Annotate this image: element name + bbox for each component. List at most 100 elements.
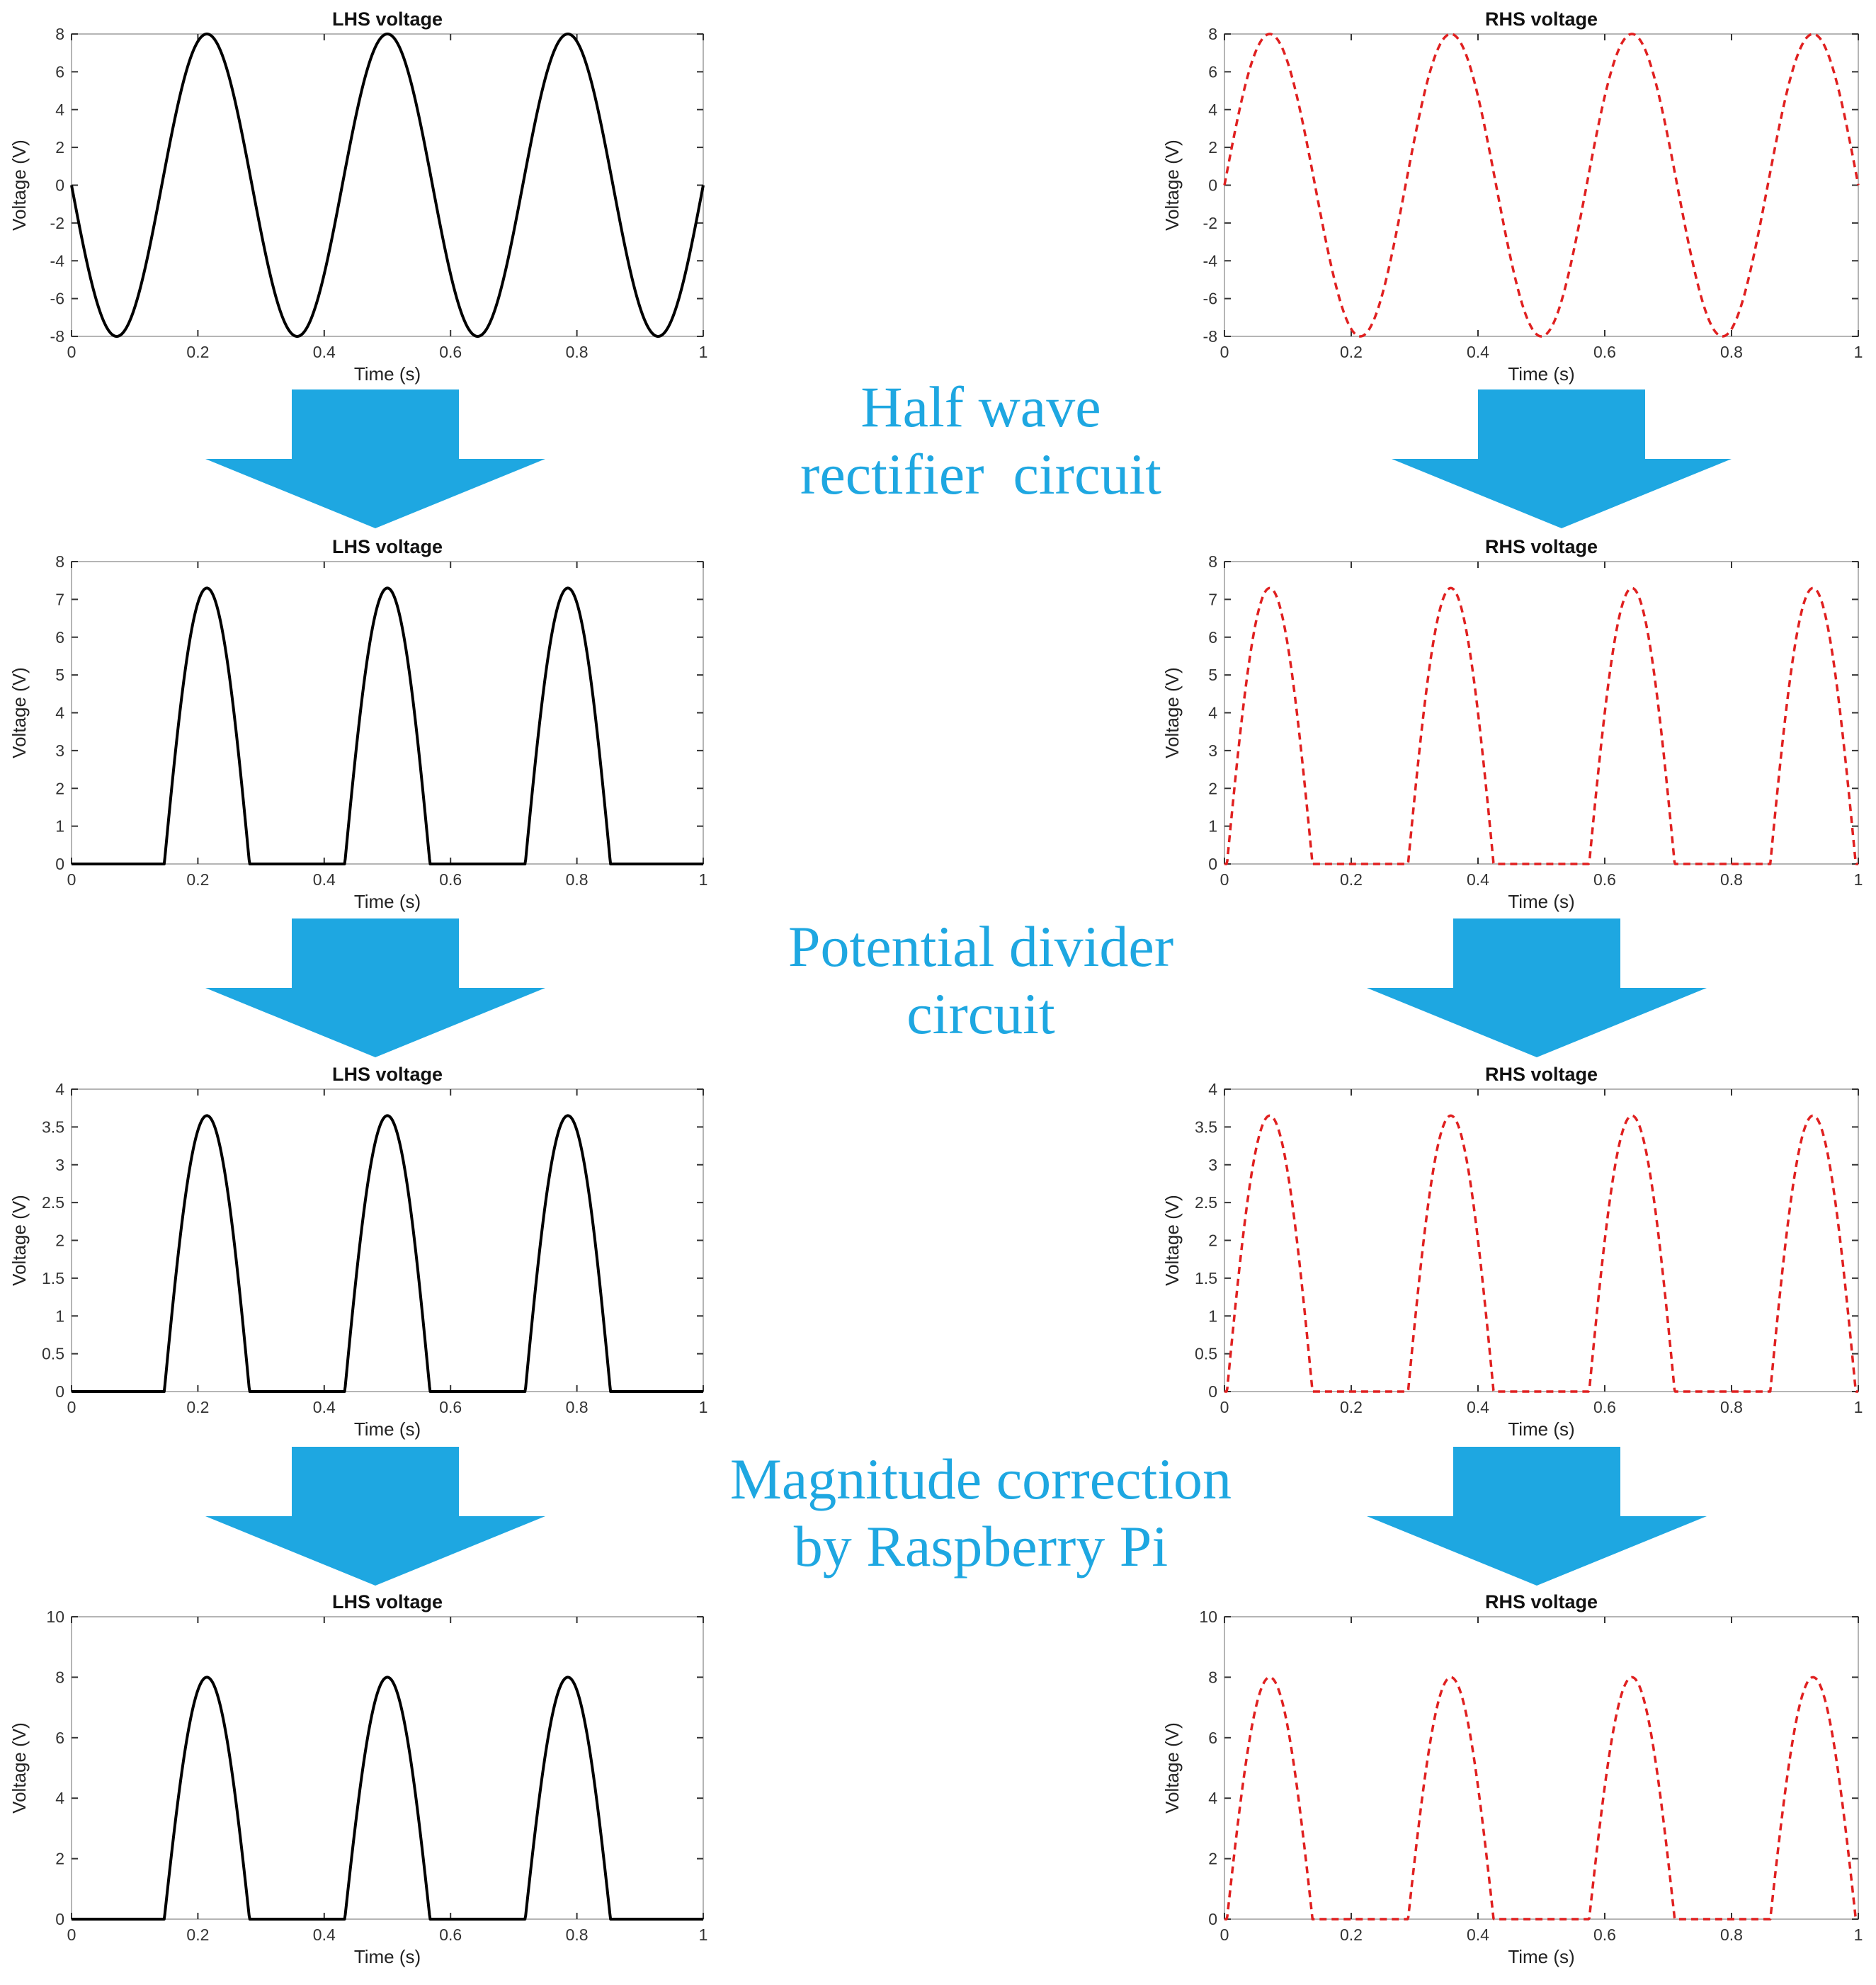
y-tick-label: 8 <box>1208 1668 1217 1686</box>
x-axis-label: Time (s) <box>354 891 421 912</box>
plot-frame <box>71 1088 704 1392</box>
x-tick-label: 0.2 <box>186 870 209 889</box>
y-tick-label: 8 <box>55 1668 64 1686</box>
y-tick-label: 2 <box>1208 1232 1217 1250</box>
plot-frame <box>1224 1616 1859 1920</box>
y-tick-label: 6 <box>55 62 64 81</box>
x-tick-label: 0.2 <box>186 343 209 361</box>
chart-title: LHS voltage <box>332 1591 443 1613</box>
x-tick-label: 0 <box>1220 870 1229 889</box>
chart-title: RHS voltage <box>1485 8 1598 30</box>
charts-layer: LHS voltage 0 0.2 0.4 0.6 0.8 1 -8 -6 -4 -2 0 2 4 6 8 Ti… <box>8 8 1863 1967</box>
y-tick-label: 0 <box>55 176 64 195</box>
series-line-lhs <box>70 33 705 338</box>
x-tick-label: 0 <box>1220 343 1229 361</box>
y-tick-label: -4 <box>50 251 65 270</box>
x-tick-label: 0.4 <box>1467 1926 1489 1944</box>
x-tick-label: 0.4 <box>313 870 336 889</box>
stage-1-label-line-2: rectifier circuit <box>800 442 1161 506</box>
y-tick-label: 8 <box>55 552 64 571</box>
x-tick-label: 1 <box>1854 343 1863 361</box>
y-axis-label: Voltage (V) <box>8 1195 30 1286</box>
x-tick-label: 0.8 <box>566 1926 589 1944</box>
y-tick-label: 0.5 <box>42 1345 64 1363</box>
y-tick-label: 3 <box>1208 741 1217 760</box>
y-axis-label: Voltage (V) <box>1161 1722 1183 1814</box>
x-tick-label: 0 <box>1220 1926 1229 1944</box>
x-tick-label: 0.2 <box>186 1926 209 1944</box>
x-axis-label: Time (s) <box>1508 363 1574 385</box>
chart-row2-left: LHS voltage 0 0.2 0.4 0.6 0.8 1 0 1 2 3 4 5 6 7 8 Time (… <box>8 536 707 912</box>
chart-row1-right: RHS voltage 0 0.2 0.4 0.6 0.8 1 -8 -6 -4 -2 0 2 4 6 8 Ti… <box>1161 8 1863 385</box>
x-tick-label: 0.8 <box>1720 1926 1743 1944</box>
x-tick-label: 0.6 <box>1593 870 1616 889</box>
x-tick-label: 0.2 <box>1340 870 1363 889</box>
chart-title: LHS voltage <box>332 1064 443 1085</box>
down-arrow-icon <box>1367 918 1707 1057</box>
y-tick-label: 4 <box>1208 101 1217 119</box>
y-tick-label: -8 <box>1203 327 1217 346</box>
x-tick-label: 1 <box>1854 1398 1863 1416</box>
y-tick-label: 6 <box>1208 62 1217 81</box>
x-tick-label: 0.2 <box>1340 343 1363 361</box>
series-line-rhs <box>1224 1676 1859 1921</box>
y-axis-label: Voltage (V) <box>1161 140 1183 231</box>
y-tick-label: 0.5 <box>1195 1345 1217 1363</box>
series-line-lhs <box>70 586 705 865</box>
y-tick-label: 2.5 <box>42 1193 64 1212</box>
x-tick-label: 0.6 <box>1593 343 1616 361</box>
x-tick-label: 0.4 <box>1467 1398 1489 1416</box>
x-tick-label: 0.4 <box>313 343 336 361</box>
down-arrow-icon <box>205 1447 545 1586</box>
y-tick-label: 0 <box>1208 1910 1217 1928</box>
plot-frame <box>71 561 704 865</box>
series-line-lhs <box>70 1676 705 1921</box>
y-tick-label: 0 <box>1208 855 1217 873</box>
x-tick-label: 1 <box>1854 1926 1863 1944</box>
stage-3-label-line-2: by Raspberry Pi <box>794 1514 1168 1579</box>
y-tick-label: 1 <box>55 1307 64 1325</box>
y-tick-label: 4 <box>1208 1080 1217 1098</box>
chart-title: LHS voltage <box>332 8 443 30</box>
series-line-rhs <box>1223 33 1860 338</box>
y-axis-label: Voltage (V) <box>1161 667 1183 758</box>
y-tick-label: 6 <box>1208 628 1217 647</box>
y-tick-label: 3.5 <box>42 1117 64 1136</box>
y-tick-label: 4 <box>55 1789 64 1807</box>
x-axis-label: Time (s) <box>354 1946 421 1967</box>
y-tick-label: 7 <box>55 590 64 608</box>
plot-frame <box>1224 561 1859 865</box>
chart-title: RHS voltage <box>1485 536 1598 557</box>
x-tick-label: 0.4 <box>313 1926 336 1944</box>
y-tick-label: 2.5 <box>1195 1193 1217 1212</box>
x-axis-label: Time (s) <box>1508 1946 1574 1967</box>
y-tick-label: 5 <box>1208 666 1217 684</box>
chart-title: RHS voltage <box>1485 1064 1598 1085</box>
x-tick-label: 0.6 <box>439 343 462 361</box>
series-line-rhs <box>1224 586 1859 865</box>
x-tick-label: 1 <box>699 870 708 889</box>
y-tick-label: 2 <box>1208 138 1217 157</box>
x-axis-label: Time (s) <box>1508 1418 1574 1440</box>
stage-labels: Half wave rectifier circuit Potential di… <box>730 375 1232 1579</box>
y-tick-label: 3 <box>55 1156 64 1174</box>
x-tick-label: 0.2 <box>186 1398 209 1416</box>
x-axis-label: Time (s) <box>1508 891 1574 912</box>
plot-frame <box>71 33 704 337</box>
x-tick-label: 0.8 <box>566 870 589 889</box>
y-tick-label: -4 <box>1203 251 1218 270</box>
y-tick-label: 2 <box>55 779 64 797</box>
x-tick-label: 0 <box>67 870 76 889</box>
x-tick-label: 0.8 <box>1720 1398 1743 1416</box>
y-axis-label: Voltage (V) <box>1161 1195 1183 1286</box>
x-tick-label: 0.8 <box>1720 870 1743 889</box>
y-tick-label: 8 <box>55 25 64 43</box>
y-tick-label: 4 <box>1208 704 1217 722</box>
x-tick-label: 0.8 <box>566 343 589 361</box>
y-tick-label: 0 <box>55 855 64 873</box>
stage-2-label-line-1: Potential divider <box>788 914 1173 979</box>
stage-2-label-line-2: circuit <box>906 982 1055 1046</box>
